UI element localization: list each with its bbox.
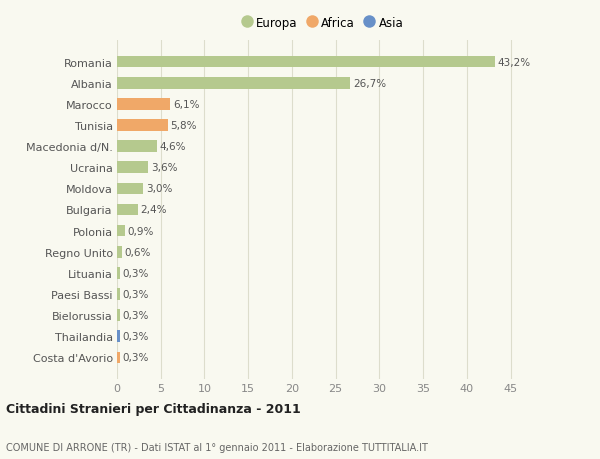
- Bar: [117, 141, 157, 152]
- Text: 0,3%: 0,3%: [122, 268, 149, 278]
- Bar: [117, 120, 168, 131]
- Bar: [117, 56, 495, 68]
- Bar: [117, 183, 143, 195]
- Bar: [117, 246, 122, 258]
- Text: 2,4%: 2,4%: [140, 205, 167, 215]
- Text: 43,2%: 43,2%: [497, 57, 530, 67]
- Bar: [117, 78, 350, 90]
- Text: 0,3%: 0,3%: [122, 310, 149, 320]
- Text: 3,0%: 3,0%: [146, 184, 172, 194]
- Text: 0,9%: 0,9%: [127, 226, 154, 236]
- Bar: [117, 99, 170, 111]
- Bar: [117, 309, 119, 321]
- Bar: [117, 289, 119, 300]
- Text: 0,3%: 0,3%: [122, 353, 149, 363]
- Text: COMUNE DI ARRONE (TR) - Dati ISTAT al 1° gennaio 2011 - Elaborazione TUTTITALIA.: COMUNE DI ARRONE (TR) - Dati ISTAT al 1°…: [6, 442, 428, 452]
- Text: 0,6%: 0,6%: [125, 247, 151, 257]
- Text: 4,6%: 4,6%: [160, 142, 187, 152]
- Bar: [117, 330, 119, 342]
- Text: 6,1%: 6,1%: [173, 100, 199, 110]
- Text: 0,3%: 0,3%: [122, 331, 149, 341]
- Text: 3,6%: 3,6%: [151, 163, 178, 173]
- Text: Cittadini Stranieri per Cittadinanza - 2011: Cittadini Stranieri per Cittadinanza - 2…: [6, 403, 301, 415]
- Legend: Europa, Africa, Asia: Europa, Africa, Asia: [238, 13, 407, 34]
- Bar: [117, 162, 148, 174]
- Bar: [117, 204, 138, 216]
- Bar: [117, 225, 125, 237]
- Bar: [117, 268, 119, 279]
- Text: 26,7%: 26,7%: [353, 78, 386, 89]
- Bar: [117, 352, 119, 364]
- Text: 0,3%: 0,3%: [122, 289, 149, 299]
- Text: 5,8%: 5,8%: [170, 121, 197, 131]
